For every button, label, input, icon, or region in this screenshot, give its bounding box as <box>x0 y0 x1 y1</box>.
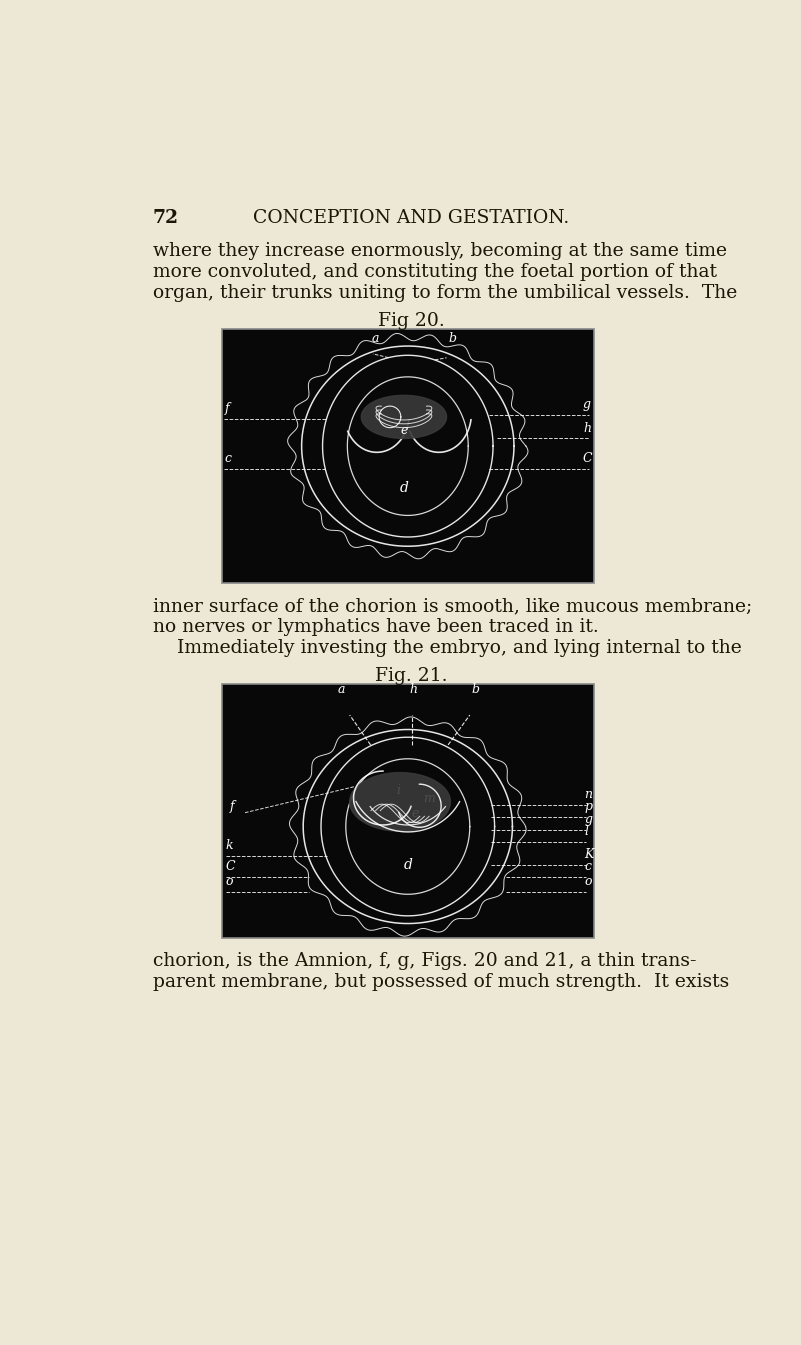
Text: e: e <box>412 807 419 820</box>
Text: a: a <box>372 332 379 346</box>
Text: more convoluted, and constituting the foetal portion of that: more convoluted, and constituting the fo… <box>153 264 717 281</box>
Text: l: l <box>585 824 589 838</box>
Text: o: o <box>585 876 592 888</box>
Text: K: K <box>585 849 594 861</box>
Text: m: m <box>423 792 435 804</box>
Text: 72: 72 <box>153 208 179 227</box>
Text: Immediately investing the embryo, and lying internal to the: Immediately investing the embryo, and ly… <box>153 639 742 656</box>
Text: d: d <box>404 858 413 872</box>
Text: Fig. 21.: Fig. 21. <box>375 667 447 686</box>
Text: no nerves or lymphatics have been traced in it.: no nerves or lymphatics have been traced… <box>153 617 598 636</box>
Text: i: i <box>396 784 400 798</box>
Text: chorion, is the Amnion, f, g, Figs. 20 and 21, a thin trans-: chorion, is the Amnion, f, g, Figs. 20 a… <box>153 952 696 970</box>
Text: g: g <box>585 812 593 826</box>
Text: organ, their trunks uniting to form the umbilical vessels.  The: organ, their trunks uniting to form the … <box>153 284 737 301</box>
Text: C: C <box>226 859 235 873</box>
Text: g: g <box>583 398 591 412</box>
Text: o: o <box>226 876 233 888</box>
Text: h: h <box>583 421 591 434</box>
Text: inner surface of the chorion is smooth, like mucous membrane;: inner surface of the chorion is smooth, … <box>153 597 752 615</box>
Text: c: c <box>585 859 591 873</box>
Text: parent membrane, but possessed of much strength.  It exists: parent membrane, but possessed of much s… <box>153 972 729 991</box>
Text: CONCEPTION AND GESTATION.: CONCEPTION AND GESTATION. <box>253 208 569 227</box>
Text: C: C <box>583 452 593 465</box>
Text: b: b <box>448 332 456 346</box>
Text: p: p <box>585 800 593 814</box>
Text: d: d <box>400 482 409 495</box>
Text: f: f <box>230 799 234 812</box>
Text: c: c <box>225 452 232 465</box>
Text: b: b <box>471 683 479 697</box>
Text: n: n <box>585 788 593 802</box>
Polygon shape <box>361 395 446 438</box>
Bar <box>222 330 594 584</box>
Text: k: k <box>226 839 233 851</box>
Bar <box>222 685 594 939</box>
Text: Fig 20.: Fig 20. <box>377 312 445 331</box>
Text: a: a <box>338 683 345 697</box>
Text: where they increase enormously, becoming at the same time: where they increase enormously, becoming… <box>153 242 727 260</box>
Text: h: h <box>409 683 417 697</box>
Polygon shape <box>350 772 450 831</box>
Text: e: e <box>400 424 408 437</box>
Text: f: f <box>225 402 230 416</box>
